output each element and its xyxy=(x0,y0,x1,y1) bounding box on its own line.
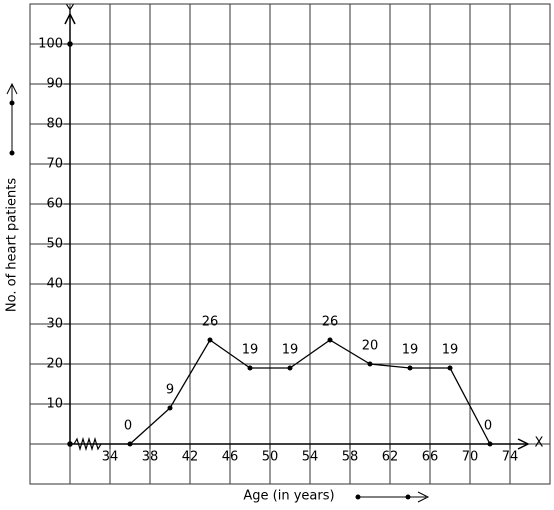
y-tick-label: 70 xyxy=(46,157,63,172)
data-label: 19 xyxy=(242,343,259,358)
x-tick-label: 38 xyxy=(142,450,159,465)
x-tick-label: 66 xyxy=(422,450,439,465)
y-axis-label: No. of heart patients xyxy=(5,178,20,312)
x-tick-label: 62 xyxy=(382,450,399,465)
y-tick-label: 100 xyxy=(38,37,63,52)
x-tick-label: 46 xyxy=(222,450,239,465)
data-point xyxy=(447,365,453,371)
data-point xyxy=(287,365,293,371)
data-point xyxy=(207,337,213,343)
y-tick-label: 20 xyxy=(46,357,63,372)
y-tick-label: 90 xyxy=(46,77,63,92)
data-point xyxy=(167,405,173,411)
x-label-arrow xyxy=(355,491,430,503)
data-point xyxy=(487,441,493,447)
data-label: 0 xyxy=(484,419,492,434)
y-tick-label: 30 xyxy=(46,317,63,332)
y-tick-label: 60 xyxy=(46,197,63,212)
data-label: 19 xyxy=(282,343,299,358)
data-point xyxy=(327,337,333,343)
y-tick-label: 80 xyxy=(46,117,63,132)
data-point xyxy=(247,365,253,371)
x-tick-label: 70 xyxy=(462,450,479,465)
data-label: 9 xyxy=(166,383,174,398)
x-tick-label: 58 xyxy=(342,450,359,465)
data-label: 0 xyxy=(124,419,132,434)
x-tick-label: 74 xyxy=(502,450,519,465)
polygon-line xyxy=(129,339,491,445)
data-point xyxy=(407,365,413,371)
y-label-arrow xyxy=(6,82,18,156)
x-tick-label: 54 xyxy=(302,450,319,465)
y-tick-label: 10 xyxy=(46,397,63,412)
data-label: 26 xyxy=(322,315,339,330)
x-tick-label: 50 xyxy=(262,450,279,465)
x-tick-label: 42 xyxy=(182,450,199,465)
data-label: 19 xyxy=(402,343,419,358)
data-label: 20 xyxy=(362,339,379,354)
data-point xyxy=(127,441,133,447)
y-tick-label: 50 xyxy=(46,237,63,252)
data-label: 19 xyxy=(442,343,459,358)
data-point xyxy=(367,361,373,367)
x-tick-label: 34 xyxy=(102,450,119,465)
y-axis-name: Y xyxy=(65,4,74,19)
y-tick-label: 40 xyxy=(46,277,63,292)
x-axis-name: X xyxy=(535,436,544,451)
x-axis-label: Age (in years) xyxy=(243,489,334,504)
grid xyxy=(29,3,551,485)
data-label: 26 xyxy=(202,315,219,330)
